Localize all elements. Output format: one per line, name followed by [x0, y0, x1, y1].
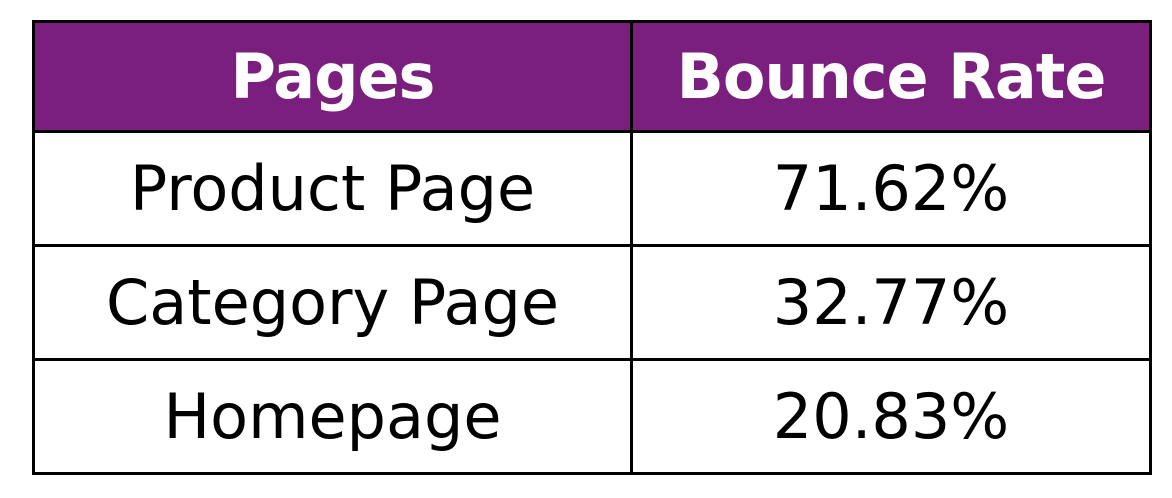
table-header: Pages Bounce Rate	[32, 20, 1152, 133]
bounce-rate-table: Pages Bounce Rate Product Page 71.62% Ca…	[32, 20, 1152, 475]
column-header-pages: Pages	[32, 20, 633, 133]
bounce-rate-cell: 71.62%	[630, 130, 1152, 247]
bounce-rate-cell: 32.77%	[630, 244, 1152, 361]
bounce-rate-table-container: Pages Bounce Rate Product Page 71.62% Ca…	[32, 20, 1152, 475]
table-row: Homepage 20.83%	[32, 358, 1152, 475]
header-row: Pages Bounce Rate	[32, 20, 1152, 133]
column-header-bounce-rate: Bounce Rate	[630, 20, 1152, 133]
table-body: Product Page 71.62% Category Page 32.77%…	[32, 130, 1152, 475]
page-name-cell: Category Page	[32, 244, 633, 361]
page-name-cell: Homepage	[32, 358, 633, 475]
bounce-rate-cell: 20.83%	[630, 358, 1152, 475]
page-name-cell: Product Page	[32, 130, 633, 247]
table-row: Category Page 32.77%	[32, 244, 1152, 361]
table-row: Product Page 71.62%	[32, 130, 1152, 247]
